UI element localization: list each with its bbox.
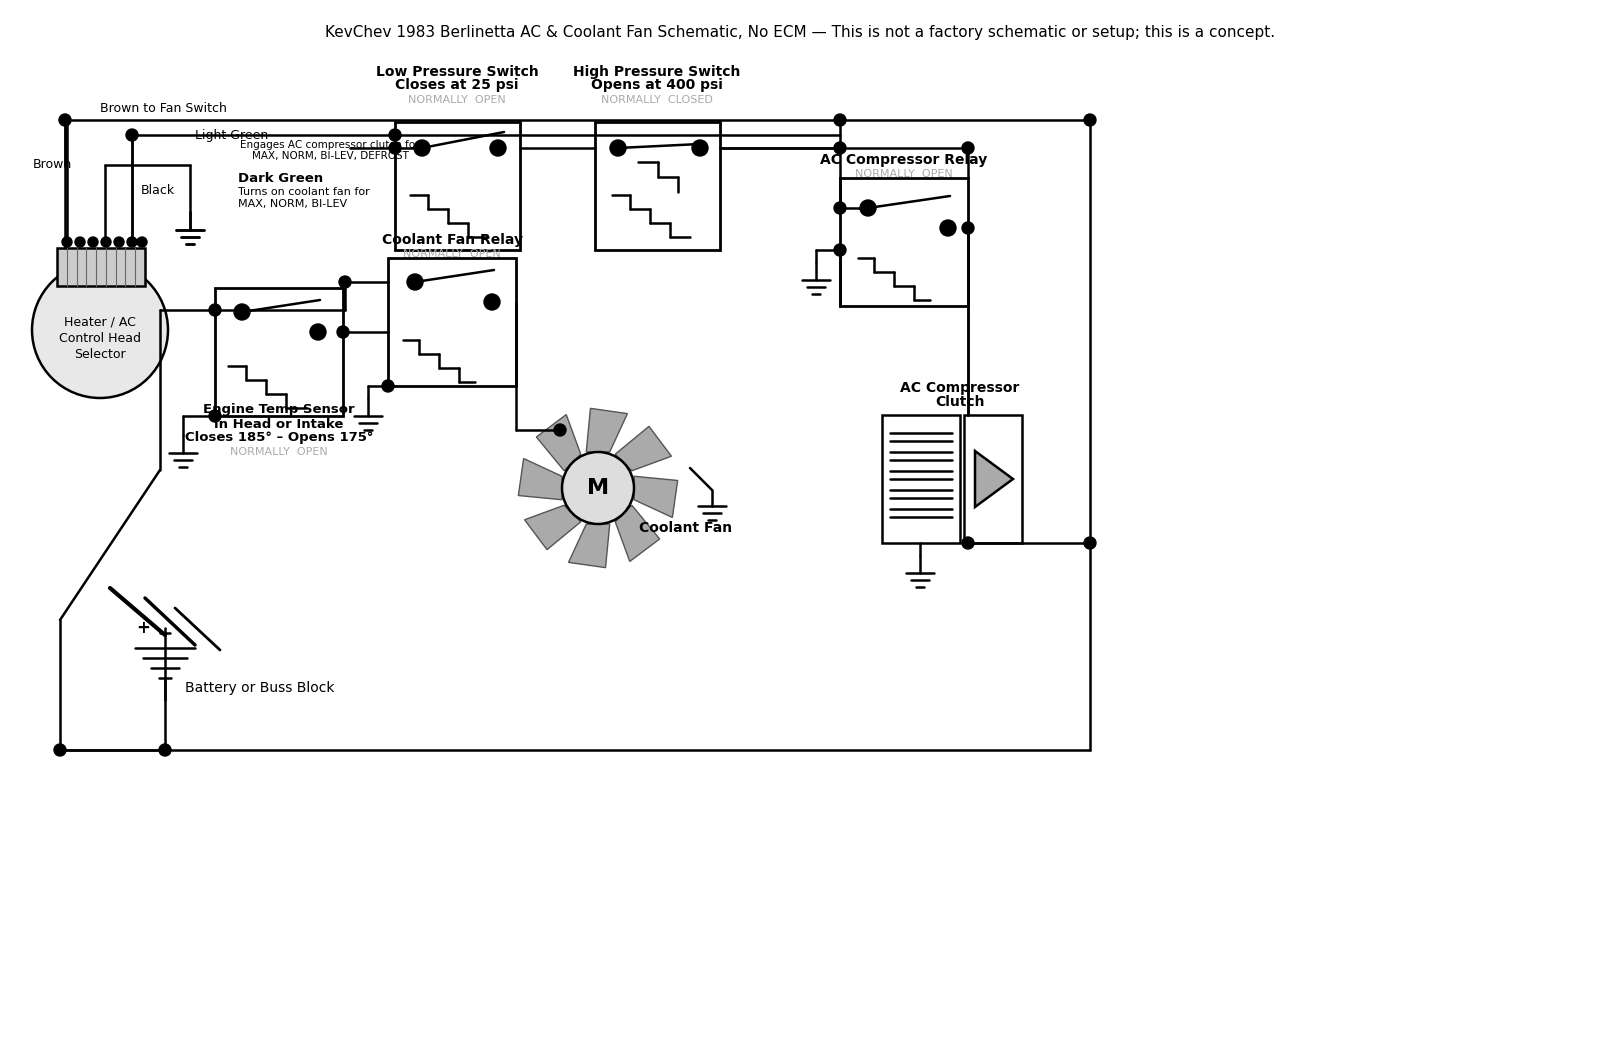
Circle shape <box>59 114 70 126</box>
Text: MAX, NORM, BI-LEV, DEFROST: MAX, NORM, BI-LEV, DEFROST <box>251 151 408 161</box>
Text: NORMALLY  OPEN: NORMALLY OPEN <box>230 447 328 457</box>
Text: Opens at 400 psi: Opens at 400 psi <box>590 78 723 92</box>
Circle shape <box>114 236 125 247</box>
Circle shape <box>310 324 326 341</box>
Text: NORMALLY  OPEN: NORMALLY OPEN <box>408 95 506 105</box>
Circle shape <box>834 244 846 256</box>
Text: +: + <box>136 619 150 637</box>
Circle shape <box>210 410 221 423</box>
Text: High Pressure Switch: High Pressure Switch <box>573 65 741 79</box>
Circle shape <box>414 140 430 156</box>
Text: Closes at 25 psi: Closes at 25 psi <box>395 78 518 92</box>
Text: Light Green: Light Green <box>195 128 269 142</box>
Bar <box>882 415 960 543</box>
Bar <box>840 178 968 306</box>
Polygon shape <box>586 409 627 452</box>
Text: Dark Green: Dark Green <box>238 171 323 185</box>
Text: NORMALLY  OPEN: NORMALLY OPEN <box>403 249 501 259</box>
Circle shape <box>126 129 138 141</box>
Polygon shape <box>634 476 678 517</box>
Circle shape <box>32 262 168 398</box>
Text: Engine Temp Sensor: Engine Temp Sensor <box>203 404 355 416</box>
Circle shape <box>338 326 349 338</box>
Circle shape <box>75 236 85 247</box>
Circle shape <box>54 744 66 756</box>
Text: Control Head: Control Head <box>59 331 141 345</box>
Text: Low Pressure Switch: Low Pressure Switch <box>376 65 538 79</box>
Polygon shape <box>518 458 562 499</box>
Bar <box>214 288 342 416</box>
Circle shape <box>62 236 72 247</box>
Circle shape <box>101 236 110 247</box>
Circle shape <box>1085 114 1096 126</box>
Circle shape <box>562 452 634 524</box>
Text: Brown to Fan Switch: Brown to Fan Switch <box>99 102 227 115</box>
Circle shape <box>610 140 626 156</box>
Polygon shape <box>616 506 659 561</box>
Circle shape <box>834 202 846 214</box>
Circle shape <box>834 114 846 126</box>
Bar <box>963 415 1022 543</box>
Circle shape <box>691 140 707 156</box>
Circle shape <box>834 142 846 154</box>
Polygon shape <box>974 451 1013 507</box>
Circle shape <box>389 142 402 154</box>
Text: Closes 185° – Opens 175°: Closes 185° – Opens 175° <box>186 432 373 445</box>
Circle shape <box>554 424 566 436</box>
Text: NORMALLY  CLOSED: NORMALLY CLOSED <box>602 95 714 105</box>
Bar <box>395 122 520 250</box>
Bar <box>595 122 720 250</box>
Text: Turns on coolant fan for: Turns on coolant fan for <box>238 187 370 197</box>
Polygon shape <box>616 427 672 471</box>
Text: Coolant Fan: Coolant Fan <box>640 521 733 535</box>
Text: Coolant Fan Relay: Coolant Fan Relay <box>381 233 523 247</box>
Text: Engages AC compressor clutch for: Engages AC compressor clutch for <box>240 140 419 150</box>
Circle shape <box>382 380 394 392</box>
Circle shape <box>88 236 98 247</box>
Polygon shape <box>525 506 581 550</box>
Polygon shape <box>568 524 610 568</box>
Circle shape <box>234 304 250 320</box>
Circle shape <box>138 236 147 247</box>
Circle shape <box>962 537 974 549</box>
Circle shape <box>1085 537 1096 549</box>
Circle shape <box>941 220 957 236</box>
Text: AC Compressor Relay: AC Compressor Relay <box>821 153 987 167</box>
Polygon shape <box>536 414 581 471</box>
Text: KevChev 1983 Berlinetta AC & Coolant Fan Schematic, No ECM — This is not a facto: KevChev 1983 Berlinetta AC & Coolant Fan… <box>325 24 1275 40</box>
Circle shape <box>210 304 221 316</box>
Text: M: M <box>587 478 610 498</box>
Text: Brown: Brown <box>32 159 72 171</box>
Circle shape <box>158 744 171 756</box>
Text: Selector: Selector <box>74 348 126 360</box>
Circle shape <box>406 274 422 290</box>
Text: Heater / AC: Heater / AC <box>64 315 136 329</box>
Circle shape <box>490 140 506 156</box>
Circle shape <box>962 142 974 154</box>
Circle shape <box>483 294 499 310</box>
Text: AC Compressor: AC Compressor <box>901 382 1019 395</box>
Text: Battery or Buss Block: Battery or Buss Block <box>186 681 334 695</box>
Bar <box>387 257 515 386</box>
Circle shape <box>339 276 350 288</box>
Circle shape <box>962 222 974 234</box>
Text: NORMALLY  OPEN: NORMALLY OPEN <box>854 169 954 179</box>
Text: MAX, NORM, BI-LEV: MAX, NORM, BI-LEV <box>238 199 347 209</box>
Circle shape <box>861 200 877 217</box>
Circle shape <box>126 236 138 247</box>
Text: Clutch: Clutch <box>936 395 984 409</box>
Text: in Head or Intake: in Head or Intake <box>214 417 344 431</box>
Text: Black: Black <box>141 184 174 197</box>
Circle shape <box>389 129 402 141</box>
Bar <box>58 248 146 286</box>
